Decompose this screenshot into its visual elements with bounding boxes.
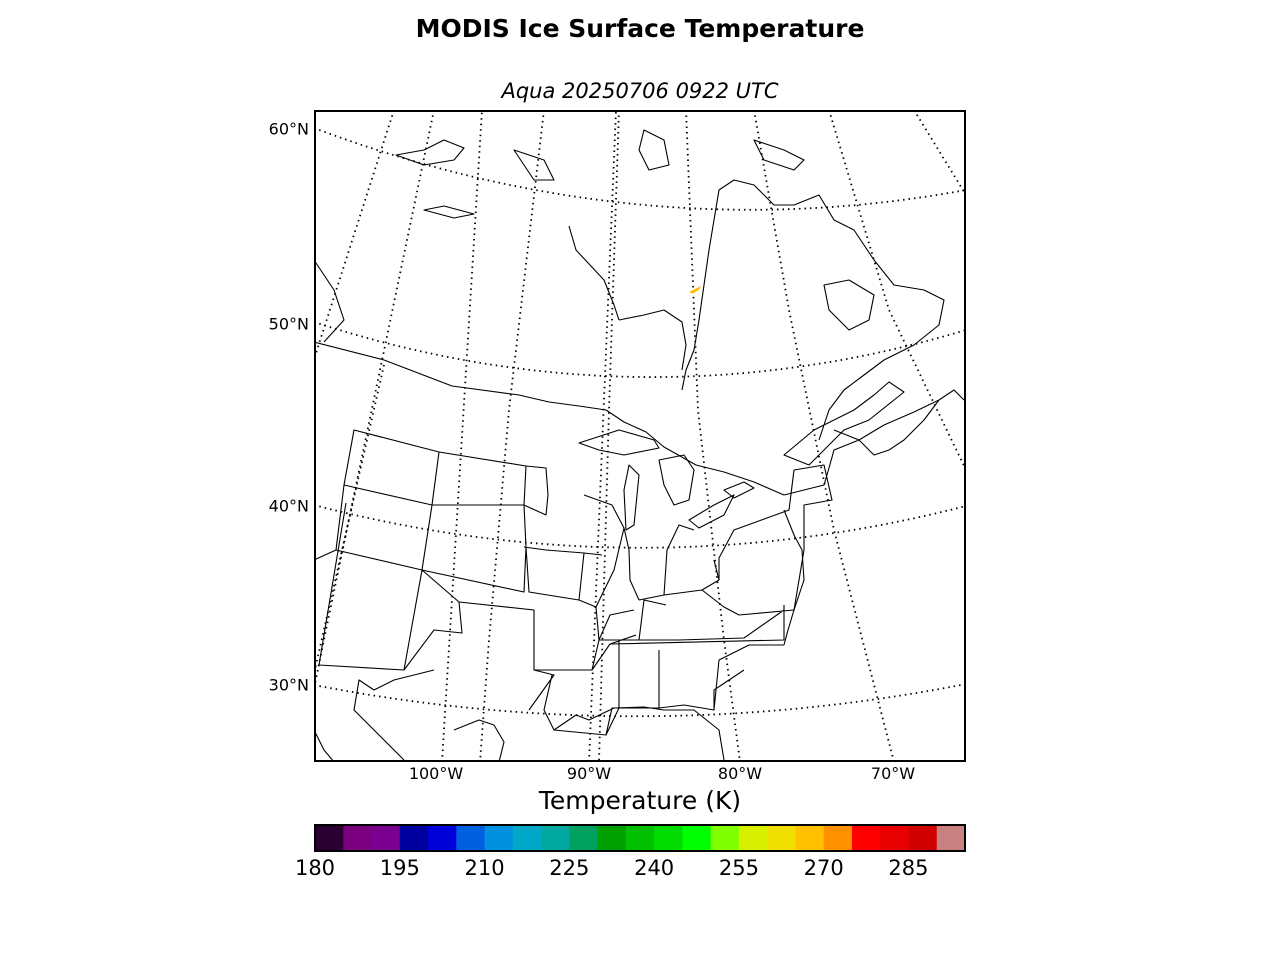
colorbar-tick-label: 285 [888, 856, 929, 880]
great-lakes [578, 429, 755, 531]
colorbar [314, 824, 966, 852]
east-coast [783, 509, 805, 646]
colorbar-segment [767, 825, 796, 851]
parallel-30 [314, 683, 966, 718]
meridian-70 [828, 110, 966, 471]
lat-label-30: 30°N [268, 675, 309, 695]
map-border [314, 110, 966, 762]
graticule [314, 110, 966, 762]
colorbar-segment [823, 825, 853, 851]
meridian-65 [913, 110, 966, 196]
colorbar-segments [315, 825, 966, 851]
colorbar-segment [456, 825, 486, 851]
colorbar-segment [710, 825, 740, 851]
colorbar-segment [908, 825, 938, 851]
colorbar-segment [597, 825, 627, 851]
parallel-60 [314, 127, 966, 211]
colorbar-segment [936, 825, 966, 851]
figure-title: MODIS Ice Surface Temperature [415, 14, 865, 43]
north-coast [314, 259, 345, 343]
us-state-lines [314, 429, 833, 736]
parallel-50 [314, 321, 966, 378]
colorbar-segment [654, 825, 683, 851]
lat-label-60: 60°N [268, 119, 309, 139]
meridian-80 [685, 110, 741, 762]
arctic-islands [395, 129, 805, 219]
colorbar-title: Temperature (K) [538, 786, 742, 815]
colorbar-segment [738, 825, 768, 851]
james-bay [618, 309, 687, 371]
colorbar-tick-label: 180 [294, 856, 336, 880]
colorbar-segment [399, 825, 429, 851]
st-lawrence [783, 381, 965, 466]
map-panel [314, 110, 966, 762]
meridian-75 [753, 110, 895, 762]
hudson-bay-east [681, 219, 715, 391]
colorbar-tick-label: 195 [379, 856, 420, 880]
colorbar-tick-label: 210 [464, 856, 505, 880]
colorbar-tick-label: 270 [803, 856, 844, 880]
lat-label-50: 50°N [268, 314, 309, 334]
colorbar-segment [371, 825, 401, 851]
colorbar-segment [315, 825, 344, 851]
ice-temperature-pixel [688, 285, 702, 294]
colorbar-segment [625, 825, 655, 851]
colorbar-border [314, 824, 966, 852]
colorbar-tick-label: 225 [549, 856, 590, 880]
parallel-40 [314, 504, 966, 549]
us-canada-border [314, 341, 940, 496]
colorbar-segment [851, 825, 881, 851]
meridian-85 [588, 110, 620, 762]
colorbar-segment [569, 825, 599, 851]
colorbar-segment [484, 825, 514, 851]
map-subtitle: Aqua 20250706 0922 UTC [501, 79, 779, 103]
lon-label-100: 100°W [408, 764, 464, 783]
lat-label-40: 40°N [268, 496, 309, 516]
gulf-coast [314, 669, 725, 762]
newfoundland [823, 279, 875, 331]
hudson-bay-west [568, 225, 620, 321]
lon-label-70: 70°W [870, 764, 916, 783]
colorbar-segment [541, 825, 570, 851]
colorbar-segment [880, 825, 909, 851]
meridian-90 [479, 110, 545, 762]
colorbar-segment [682, 825, 712, 851]
colorbar-segment [343, 825, 373, 851]
lon-label-80: 80°W [717, 764, 763, 783]
colorbar-segment [512, 825, 542, 851]
colorbar-segment [428, 825, 457, 851]
quebec-labrador [713, 179, 945, 441]
land-boundaries [314, 129, 965, 762]
lon-label-90: 90°W [566, 764, 612, 783]
meridian-100 [314, 110, 483, 762]
colorbar-tick-label: 240 [634, 856, 675, 880]
colorbar-segment [795, 825, 825, 851]
colorbar-tick-label: 255 [718, 856, 759, 880]
